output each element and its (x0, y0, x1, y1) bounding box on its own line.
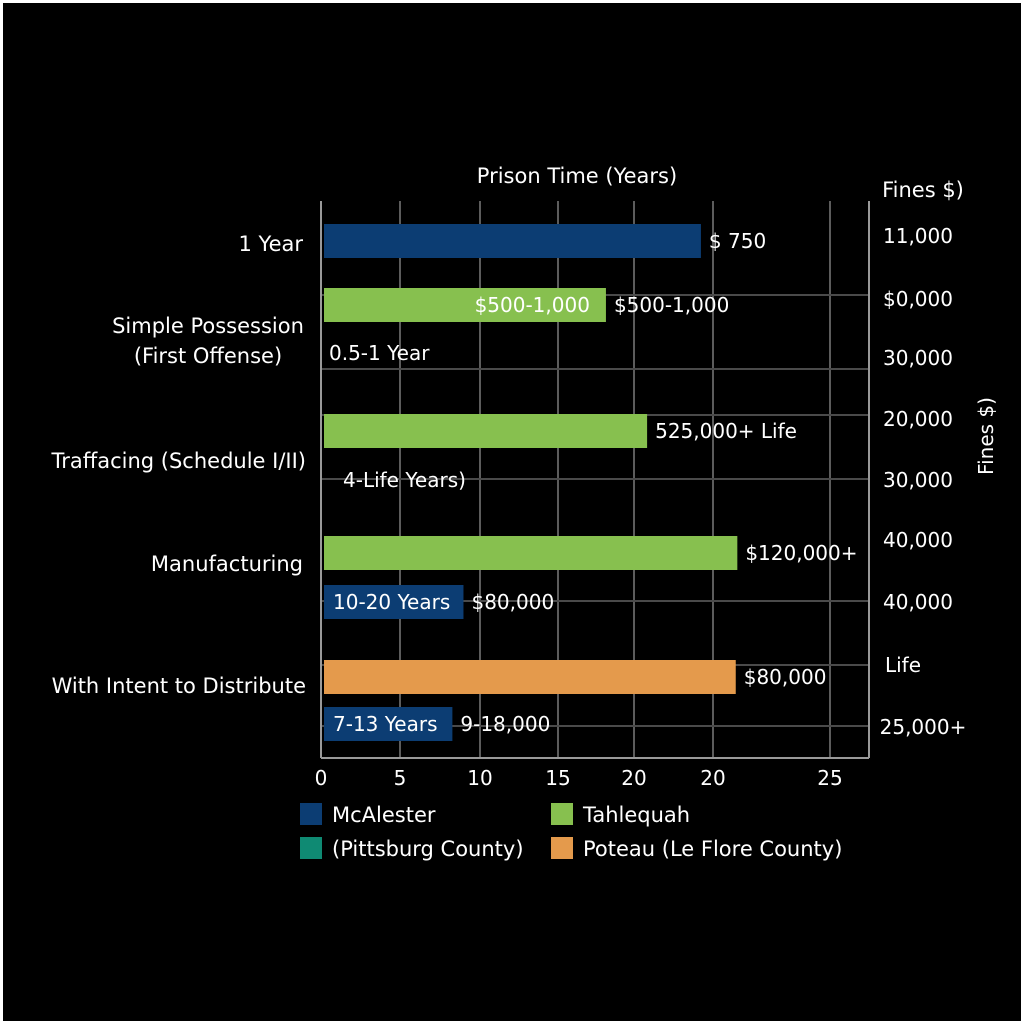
chart-title: Prison Time (Years) (477, 164, 677, 188)
right-axis-title-vertical: Fines $) (974, 397, 998, 475)
bar (324, 585, 464, 619)
range-label: 4-Life Years) (343, 468, 466, 492)
bar-value-label: $80,000 (471, 590, 554, 614)
right-tick-label: 30,000 (883, 468, 953, 492)
bar-inner-label: 10-20 Years (333, 590, 450, 614)
bar (324, 536, 738, 570)
bar-inner-label: $500-1,000 (475, 293, 590, 317)
legend-label: McAlester (332, 803, 436, 827)
right-tick-label: 11,000 (883, 224, 953, 248)
right-tick-label: 20,000 (883, 407, 953, 431)
x-tick-label: 10 (467, 766, 492, 790)
bar-chart: Prison Time (Years) Fines $) Fines $) $ … (51, 164, 999, 861)
legend-swatch (300, 803, 322, 825)
legend-label: Tahlequah (582, 803, 690, 827)
category-label: Traffacing (Schedule I/II) (51, 449, 307, 473)
right-tick-label: 40,000 (883, 590, 953, 614)
bar (324, 288, 606, 322)
right-tick-label: Life (885, 653, 921, 677)
bars (324, 224, 738, 741)
category-label: Manufacturing (151, 552, 303, 576)
x-axis-ticks: 0 5 10 15 20 20 25 (315, 766, 843, 790)
bar-value-label: 9-18,000 (460, 712, 550, 736)
bar (324, 660, 736, 694)
bar-value-label: $500-1,000 (614, 293, 729, 317)
category-label: 1 Year (239, 232, 304, 256)
bar (324, 224, 701, 258)
bar-value-label: $80,000 (744, 665, 827, 689)
x-tick-label: 25 (817, 766, 842, 790)
category-label: With Intent to Distribute (52, 674, 306, 698)
x-tick-label: 20 (621, 766, 646, 790)
legend-swatch (551, 803, 573, 825)
bar-value-label: $ 750 (709, 229, 766, 253)
legend-swatch (551, 837, 573, 859)
plot-frame (320, 201, 870, 759)
bar-labels: $ 750 $500-1,000 $500-1,000 525,000+ Life $1… (329, 229, 858, 736)
range-label: 0.5-1 Year (329, 341, 430, 365)
x-tick-label: 5 (394, 766, 407, 790)
legend-label: Poteau (Le Flore County) (583, 837, 842, 861)
legend-label: (Pittsburg County) (332, 837, 524, 861)
right-axis-title: Fines $) (882, 178, 964, 202)
category-labels: 1 Year Simple Possession (First Offense) Tr… (51, 232, 307, 698)
x-tick-label: 20 (700, 766, 725, 790)
bar-value-label: 525,000+ Life (655, 419, 797, 443)
right-axis-ticks: 11,000 $0,000 30,000 20,000 30,000 40,000 40,0… (880, 224, 967, 739)
right-tick-label: 40,000 (883, 528, 953, 552)
bar-inner-label: 7-13 Years (333, 712, 438, 736)
category-label: Simple Possession (First Offense) (112, 314, 304, 368)
right-tick-label: $0,000 (883, 287, 953, 311)
x-tick-label: 0 (315, 766, 328, 790)
bar-value-label: $120,000+ (745, 541, 857, 565)
right-tick-label: 25,000+ (880, 715, 967, 739)
chart-canvas: Prison Time (Years) Fines $) Fines $) $ … (3, 3, 1021, 1021)
bar (324, 707, 453, 741)
right-tick-label: 30,000 (883, 346, 953, 370)
bar (324, 414, 648, 448)
x-tick-label: 15 (545, 766, 570, 790)
legend: McAlester Tahlequah (Pittsburg County) Pote… (300, 803, 842, 861)
legend-swatch (300, 837, 322, 859)
